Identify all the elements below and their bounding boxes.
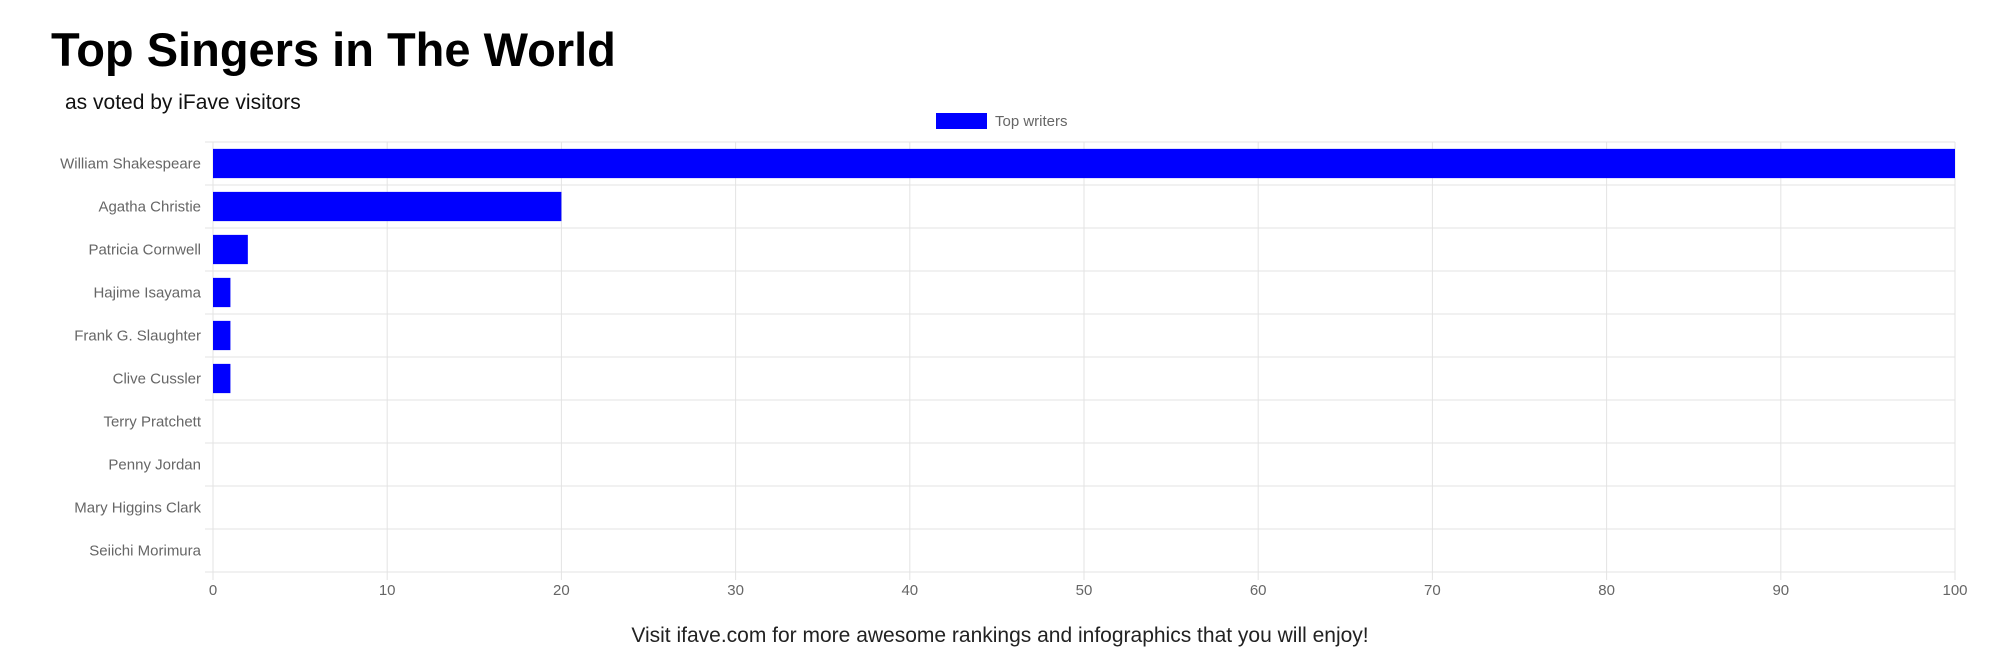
bar[interactable] bbox=[213, 320, 231, 351]
bar[interactable] bbox=[213, 191, 562, 222]
x-tick-label: 60 bbox=[1250, 582, 1267, 599]
x-tick-label: 30 bbox=[727, 582, 744, 599]
x-tick-label: 70 bbox=[1424, 582, 1441, 599]
x-tick-label: 100 bbox=[1942, 582, 1967, 599]
chart-title: Top Singers in The World bbox=[51, 23, 616, 76]
y-tick-label: Agatha Christie bbox=[98, 199, 201, 216]
y-tick-label: Seiichi Morimura bbox=[89, 543, 201, 560]
x-tick-label: 80 bbox=[1598, 582, 1615, 599]
bar[interactable] bbox=[213, 277, 231, 308]
x-tick-label: 50 bbox=[1076, 582, 1093, 599]
bar[interactable] bbox=[213, 363, 231, 394]
y-tick-label: Frank G. Slaughter bbox=[74, 328, 201, 345]
y-tick-label: William Shakespeare bbox=[60, 156, 201, 173]
chart-subtitle: as voted by iFave visitors bbox=[65, 91, 301, 114]
bar-chart: Top writers William Shakespeare Agatha Ch… bbox=[60, 113, 1968, 599]
x-tick-label: 90 bbox=[1772, 582, 1789, 599]
y-tick-label: Penny Jordan bbox=[108, 457, 201, 474]
chart-grid bbox=[205, 141, 1956, 580]
y-tick-label: Patricia Cornwell bbox=[88, 242, 201, 259]
y-tick-label: Clive Cussler bbox=[113, 371, 201, 388]
chart-bars bbox=[213, 148, 1955, 394]
legend[interactable]: Top writers bbox=[936, 113, 1068, 130]
y-tick-label: Terry Pratchett bbox=[103, 414, 201, 431]
legend-swatch bbox=[936, 113, 987, 129]
x-tick-label: 20 bbox=[553, 582, 570, 599]
y-axis-labels: William Shakespeare Agatha Christie Patric… bbox=[60, 156, 202, 560]
y-tick-label: Hajime Isayama bbox=[93, 285, 201, 302]
bar[interactable] bbox=[213, 148, 1955, 179]
footer-note: Visit ifave.com for more awesome ranking… bbox=[631, 624, 1369, 647]
y-tick-label: Mary Higgins Clark bbox=[74, 500, 201, 517]
bar[interactable] bbox=[213, 234, 248, 265]
x-tick-label: 10 bbox=[379, 582, 396, 599]
x-axis-labels: 0 10 20 30 40 50 60 70 80 90 100 bbox=[209, 582, 1968, 599]
legend-label: Top writers bbox=[995, 113, 1068, 130]
x-tick-label: 0 bbox=[209, 582, 217, 599]
x-tick-label: 40 bbox=[901, 582, 918, 599]
